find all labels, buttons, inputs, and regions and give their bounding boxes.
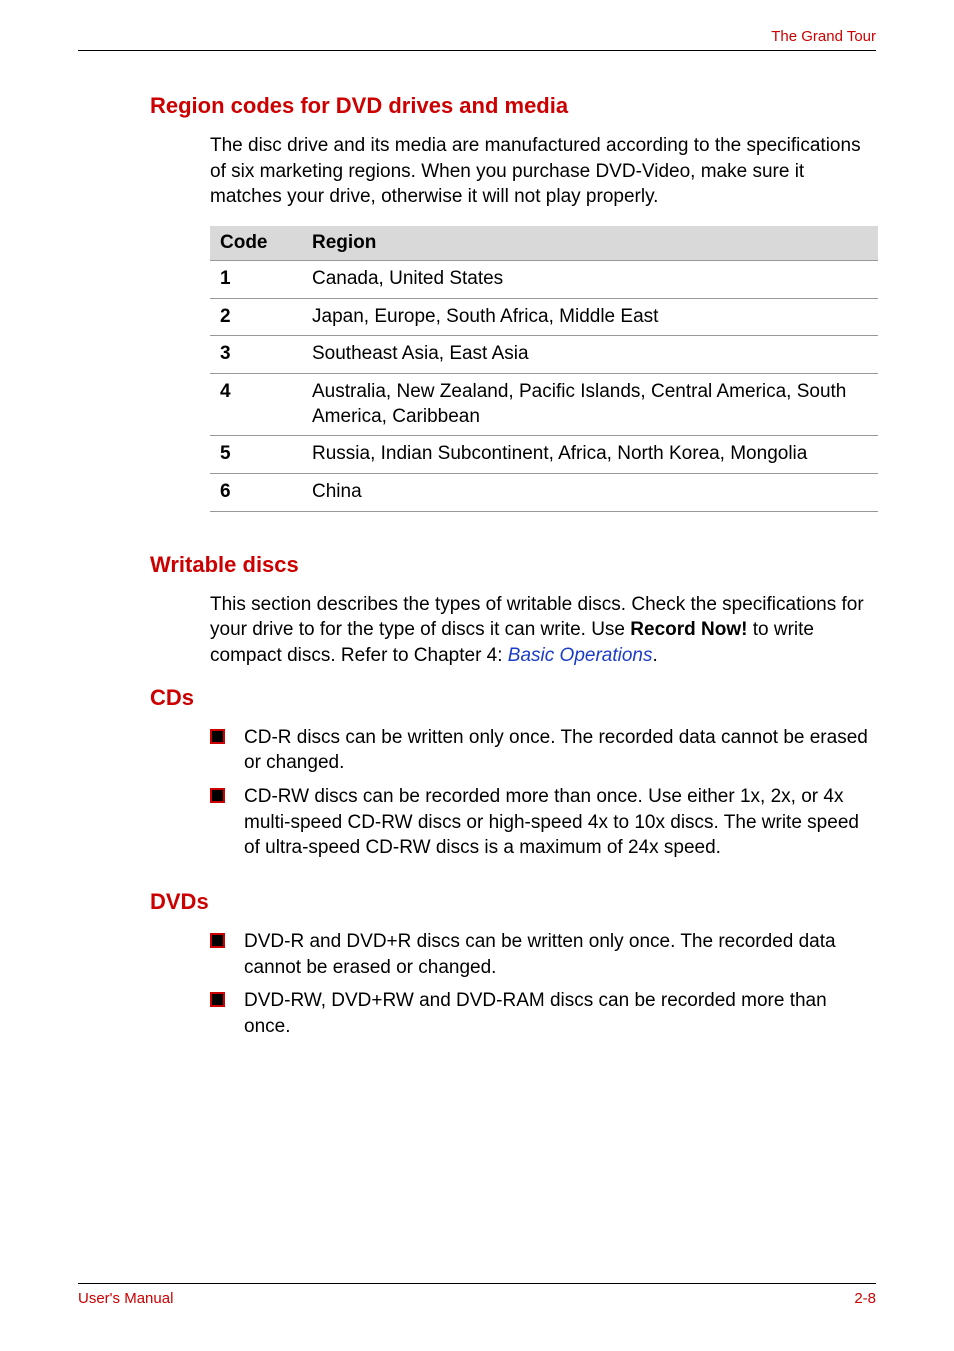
cell-region: Canada, United States xyxy=(302,260,878,298)
cds-list: CD-R discs can be written only once. The… xyxy=(210,725,876,861)
heading-dvds: DVDs xyxy=(150,889,876,915)
footer-right: 2-8 xyxy=(854,1290,876,1307)
cell-code: 1 xyxy=(210,260,302,298)
dvds-list: DVD-R and DVD+R discs can be written onl… xyxy=(210,929,876,1040)
cell-code: 5 xyxy=(210,436,302,474)
footer-left: User's Manual xyxy=(78,1290,173,1307)
table-row: 6 China xyxy=(210,474,878,512)
cell-code: 2 xyxy=(210,298,302,336)
cell-region: Southeast Asia, East Asia xyxy=(302,336,878,374)
para-region-codes: The disc drive and its media are manufac… xyxy=(210,133,876,210)
list-item: DVD-R and DVD+R discs can be written onl… xyxy=(210,929,876,980)
list-item: CD-R discs can be written only once. The… xyxy=(210,725,876,776)
cell-region: Japan, Europe, South Africa, Middle East xyxy=(302,298,878,336)
list-item: DVD-RW, DVD+RW and DVD-RAM discs can be … xyxy=(210,988,876,1039)
square-bullet-icon xyxy=(210,992,225,1007)
cell-region: Russia, Indian Subcontinent, Africa, Nor… xyxy=(302,436,878,474)
list-item-text: DVD-RW, DVD+RW and DVD-RAM discs can be … xyxy=(244,990,827,1037)
heading-writable-discs: Writable discs xyxy=(150,552,876,578)
page-header: The Grand Tour xyxy=(78,28,876,51)
cell-code: 6 xyxy=(210,474,302,512)
header-title: The Grand Tour xyxy=(771,28,876,45)
text-post: . xyxy=(652,645,657,666)
heading-cds: CDs xyxy=(150,685,876,711)
square-bullet-icon xyxy=(210,933,225,948)
list-item-text: CD-RW discs can be recorded more than on… xyxy=(244,786,859,858)
table-row: 1 Canada, United States xyxy=(210,260,878,298)
cell-region: China xyxy=(302,474,878,512)
square-bullet-icon xyxy=(210,788,225,803)
cell-code: 3 xyxy=(210,336,302,374)
square-bullet-icon xyxy=(210,729,225,744)
link-basic-operations[interactable]: Basic Operations xyxy=(508,645,653,666)
table-header-row: Code Region xyxy=(210,226,878,261)
list-item-text: DVD-R and DVD+R discs can be written onl… xyxy=(244,931,836,978)
col-code: Code xyxy=(210,226,302,261)
para-writable-discs: This section describes the types of writ… xyxy=(210,592,876,669)
table-row: 4 Australia, New Zealand, Pacific Island… xyxy=(210,373,878,435)
col-region: Region xyxy=(302,226,878,261)
cell-code: 4 xyxy=(210,373,302,435)
list-item: CD-RW discs can be recorded more than on… xyxy=(210,784,876,861)
heading-region-codes: Region codes for DVD drives and media xyxy=(150,93,876,119)
list-item-text: CD-R discs can be written only once. The… xyxy=(244,727,868,774)
table-row: 5 Russia, Indian Subcontinent, Africa, N… xyxy=(210,436,878,474)
text-bold-record-now: Record Now! xyxy=(630,619,747,640)
cell-region: Australia, New Zealand, Pacific Islands,… xyxy=(302,373,878,435)
table-row: 2 Japan, Europe, South Africa, Middle Ea… xyxy=(210,298,878,336)
page-footer: User's Manual 2-8 xyxy=(78,1283,876,1307)
region-code-table: Code Region 1 Canada, United States 2 Ja… xyxy=(210,226,878,512)
table-row: 3 Southeast Asia, East Asia xyxy=(210,336,878,374)
